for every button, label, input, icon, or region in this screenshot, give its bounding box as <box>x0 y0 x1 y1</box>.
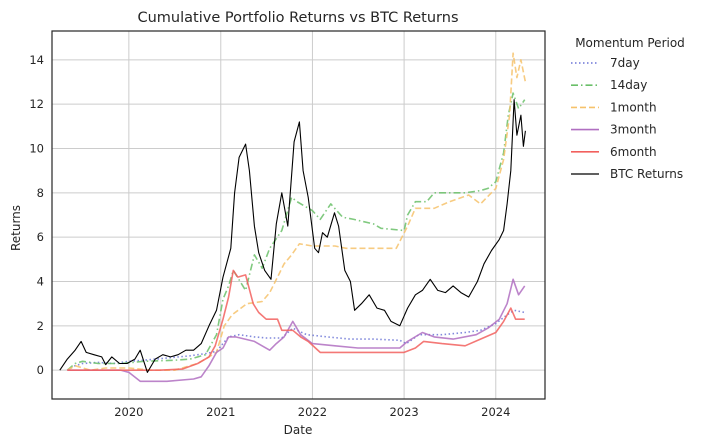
chart-title: Cumulative Portfolio Returns vs BTC Retu… <box>137 10 458 26</box>
x-tick-label: 2024 <box>481 405 510 419</box>
x-axis-ticks: 2020 2021 2022 2023 2024 <box>114 405 510 419</box>
series-lines <box>59 52 527 383</box>
legend-label: 14day <box>610 78 647 92</box>
y-tick-label: 14 <box>29 53 44 67</box>
legend-label: 1month <box>610 100 657 114</box>
legend-label: 6month <box>610 145 657 159</box>
y-axis-ticks: 0 2 4 6 8 10 12 14 <box>29 53 44 377</box>
legend-label: 7day <box>610 56 640 70</box>
y-tick-label: 8 <box>37 186 44 200</box>
y-tick-label: 12 <box>29 97 44 111</box>
legend-title: Momentum Period <box>575 36 685 50</box>
y-tick-label: 0 <box>37 363 44 377</box>
legend: Momentum Period 7day 14day 1month 3month 6mo… <box>571 36 685 181</box>
x-tick-label: 2023 <box>389 405 418 419</box>
y-tick-label: 6 <box>37 230 44 244</box>
x-tick-label: 2021 <box>206 405 235 419</box>
series-line-1month <box>66 52 527 371</box>
plot-frame <box>51 30 546 400</box>
series-line-btc-returns <box>59 99 526 373</box>
y-axis-label: Returns <box>9 205 23 251</box>
series-line-6month <box>67 269 525 371</box>
series-line-14day <box>66 92 526 371</box>
x-tick-label: 2020 <box>114 405 143 419</box>
legend-label: 3month <box>610 123 657 137</box>
series-line-3month <box>67 278 526 383</box>
y-tick-label: 10 <box>29 141 44 155</box>
y-tick-label: 4 <box>37 275 44 289</box>
series-line-7day <box>66 309 525 371</box>
legend-label: BTC Returns <box>610 167 683 181</box>
x-tick-label: 2022 <box>298 405 327 419</box>
y-tick-label: 2 <box>37 319 44 333</box>
x-axis-label: Date <box>284 423 313 437</box>
